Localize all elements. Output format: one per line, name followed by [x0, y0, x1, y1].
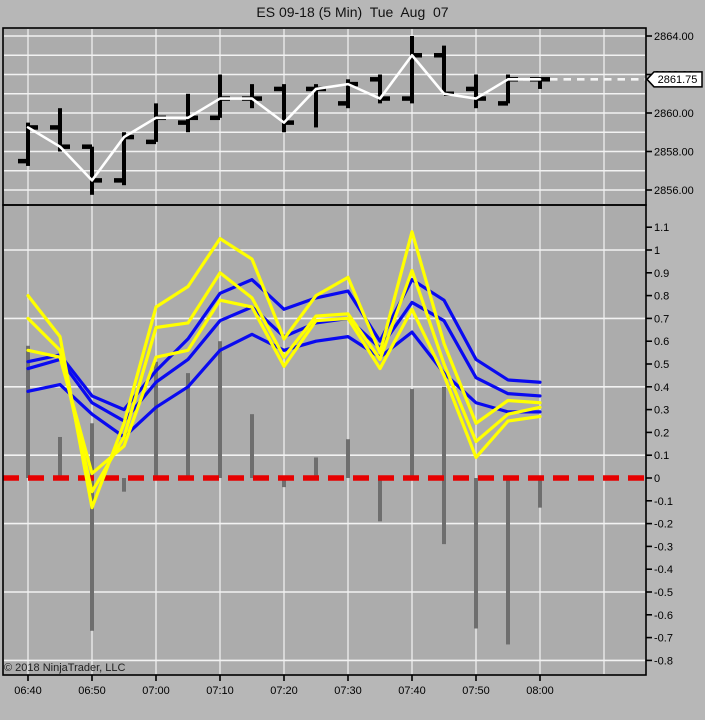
axis-tick-label: 0 — [654, 473, 660, 485]
histogram-bar — [122, 478, 126, 492]
axis-tick-label: 0.5 — [654, 359, 669, 371]
axis-tick-label: -0.2 — [654, 519, 673, 531]
histogram-bar — [282, 478, 286, 488]
axis-tick-label: 2864.00 — [654, 31, 694, 43]
indicator-line-yellow-fast — [26, 230, 542, 510]
axis-tick-label: 0.9 — [654, 268, 669, 280]
histogram-bar — [218, 341, 222, 478]
axis-tick-label: 2856.00 — [654, 185, 694, 197]
axis-tick-label: 0.2 — [654, 427, 669, 439]
time-tick-label: 07:10 — [206, 685, 234, 697]
axis-tick-label: 0.8 — [654, 291, 669, 303]
histogram-bar — [58, 436, 62, 478]
axis-tick-label: 0.3 — [654, 405, 669, 417]
axis-tick-label: -0.3 — [654, 541, 673, 553]
axis-tick-label: 1 — [654, 245, 660, 257]
axis-tick-label: 0.4 — [654, 382, 669, 394]
histogram-bar — [90, 423, 94, 631]
histogram-bar — [26, 345, 30, 478]
histogram-bar — [538, 478, 542, 508]
last-price-marker — [645, 71, 703, 88]
ohlc-bars — [18, 36, 550, 195]
axis-tick-label: 2858.00 — [654, 147, 694, 159]
axis-tick-label: 0.7 — [654, 313, 669, 325]
chart-title: ES 09-18 (5 Min) Tue Aug 07 — [256, 4, 449, 20]
histogram-bar — [186, 373, 190, 478]
axis-tick-label: 0.6 — [654, 336, 669, 348]
axis-tick-label: -0.4 — [654, 564, 673, 576]
histogram-bar — [410, 389, 414, 478]
histogram-bar — [250, 414, 254, 478]
axis-tick-label: -0.6 — [654, 610, 673, 622]
indicator-panel — [3, 230, 646, 645]
time-tick-label: 06:40 — [14, 685, 42, 697]
histogram-bar — [346, 439, 350, 478]
axis-tick-label: -0.8 — [654, 655, 673, 667]
indicator-line-blue-slow — [26, 330, 542, 439]
time-tick-label: 07:00 — [142, 685, 170, 697]
axis-tick-label: 2860.00 — [654, 108, 694, 120]
last-price-label: 2861.75 — [657, 73, 698, 86]
indicator-panel-background[interactable] — [3, 205, 646, 675]
copyright-text: © 2018 NinjaTrader, LLC — [4, 662, 126, 674]
time-tick-label: 08:00 — [526, 685, 554, 697]
time-axis[interactable]: 06:40 06:50 07:00 07:10 07:20 07:30 07:40 07:50… — [14, 675, 554, 697]
time-tick-label: 07:20 — [270, 685, 298, 697]
time-tick-label: 06:50 — [78, 685, 106, 697]
price-axis[interactable]: 2864.002862.002860.002858.002856.001.110… — [646, 31, 694, 667]
indicator-panel-border — [2, 204, 647, 676]
axis-tick-label: 0.1 — [654, 450, 669, 462]
histogram-bar — [154, 361, 158, 478]
histogram-bar — [378, 478, 382, 522]
close-line — [26, 53, 542, 182]
price-panel-background[interactable] — [3, 28, 646, 205]
axis-tick-label: 1.1 — [654, 222, 669, 234]
axis-tick-label: -0.5 — [654, 587, 673, 599]
time-tick-label: 07:30 — [334, 685, 362, 697]
axis-tick-label: -0.7 — [654, 633, 673, 645]
ohlc-bar — [82, 144, 102, 195]
price-panel — [18, 36, 646, 195]
axis-tick-label: -0.1 — [654, 496, 673, 508]
histogram-bar — [442, 386, 446, 545]
histogram-bar — [314, 457, 318, 478]
time-tick-label: 07:50 — [462, 685, 490, 697]
indicator-histogram — [26, 341, 542, 645]
histogram-bar — [506, 478, 510, 645]
histogram-bar — [474, 478, 478, 629]
time-tick-label: 07:40 — [398, 685, 426, 697]
indicator-line-blue-fast — [26, 278, 542, 412]
